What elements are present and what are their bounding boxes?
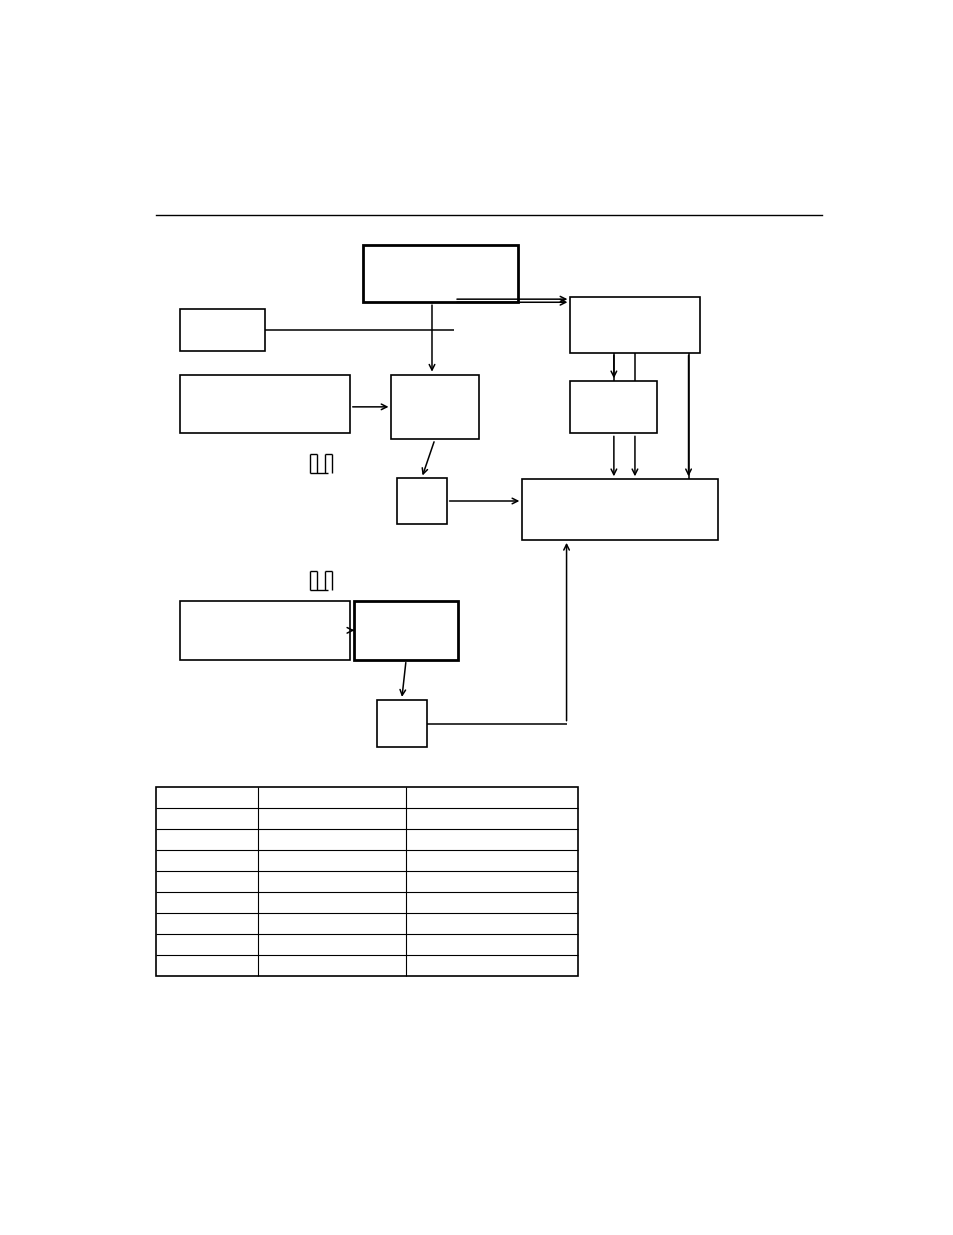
FancyBboxPatch shape [570,298,699,353]
FancyBboxPatch shape [376,700,426,747]
FancyBboxPatch shape [391,374,478,440]
FancyBboxPatch shape [156,787,577,976]
FancyBboxPatch shape [354,601,457,659]
FancyBboxPatch shape [180,309,265,351]
FancyBboxPatch shape [521,479,718,540]
FancyBboxPatch shape [180,374,350,433]
FancyBboxPatch shape [363,246,518,303]
FancyBboxPatch shape [180,601,350,659]
FancyBboxPatch shape [570,382,657,433]
FancyBboxPatch shape [396,478,446,524]
